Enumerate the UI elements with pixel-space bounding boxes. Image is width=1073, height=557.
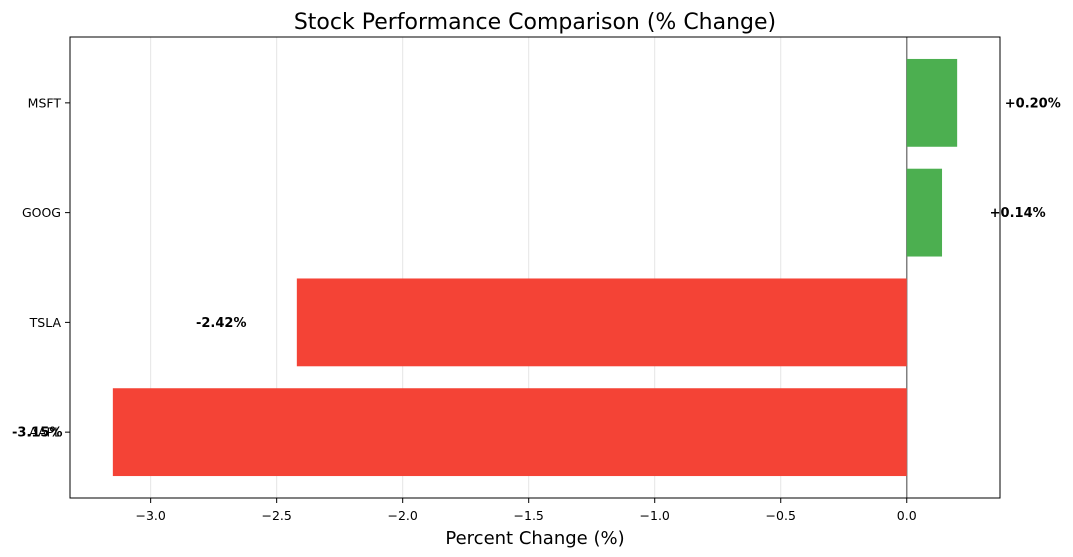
bar-msft [906,58,958,147]
y-tick-label: GOOG [22,205,61,220]
chart-title: Stock Performance Comparison (% Change) [294,10,776,35]
x-tick-label: −3.0 [135,508,165,523]
x-tick-label: −0.5 [766,508,796,523]
x-tick-label: −2.0 [388,508,418,523]
tick-layer: −3.0 −2.5 −2.0 −1.5 −1.0 −0.5 0.0 AAPL TSLA GOOG M… [22,95,917,523]
y-tick-label: MSFT [28,95,62,110]
x-tick-label: −1.5 [514,508,544,523]
data-label-tsla: -2.42% [196,316,247,331]
x-tick-label: −1.0 [640,508,670,523]
x-tick-label: 0.0 [897,508,917,523]
x-axis-label: Percent Change (%) [445,528,624,549]
x-tick-label: −2.5 [261,508,291,523]
bar-goog [906,168,943,257]
bar-tsla [296,278,907,367]
data-label-aapl: -3.15% [12,426,63,441]
plot-frame [69,36,1001,499]
y-tick-label: AAPL [29,425,61,440]
bar-aapl [112,388,907,477]
y-tick-label: TSLA [29,315,62,330]
data-label-layer: -3.15% -2.42% +0.14% +0.20% [12,96,1061,440]
bar-layer [112,58,958,477]
data-label-goog: +0.14% [990,206,1046,221]
data-label-msft: +0.20% [1005,96,1061,111]
